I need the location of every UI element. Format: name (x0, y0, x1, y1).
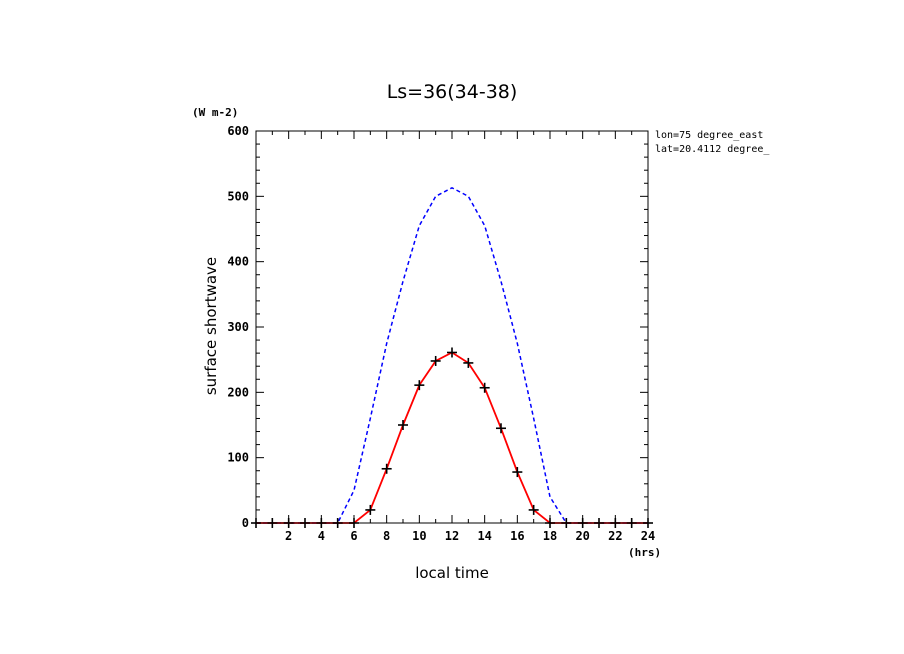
x-tick-label: 10 (412, 529, 426, 543)
x-tick-label: 24 (641, 529, 655, 543)
data-point-marker (447, 347, 457, 358)
data-point-marker (512, 467, 523, 478)
x-tick-label: 2 (285, 529, 292, 543)
y-unit-label: (W m-2) (192, 106, 238, 119)
y-tick-label: 600 (227, 124, 249, 138)
data-point-marker (479, 382, 490, 393)
y-tick-label: 400 (227, 255, 249, 269)
y-tick-label: 300 (227, 320, 249, 334)
series-line-solid (256, 351, 648, 524)
x-tick-label: 14 (477, 529, 491, 543)
data-point-marker (381, 463, 392, 474)
x-tick-label: 16 (510, 529, 524, 543)
chart-title: Ls=36(34-38) (387, 81, 518, 103)
data-point-marker (365, 504, 376, 515)
annotation-lat: lat=20.4112 degree_ (655, 144, 770, 155)
x-tick-label: 18 (543, 529, 557, 543)
data-point-marker (430, 355, 441, 366)
x-tick-label: 20 (575, 529, 589, 543)
plot-frame (255, 130, 649, 524)
y-tick-label: 500 (227, 189, 249, 203)
series-layer (251, 186, 653, 528)
y-tick-label: 0 (242, 516, 249, 530)
y-tick-label: 100 (227, 451, 249, 465)
data-point-marker (414, 380, 425, 391)
y-axis-label: surface shortwave (202, 257, 220, 395)
y-tick-label: 200 (227, 385, 249, 399)
annotation-lon: lon=75 degree_east (655, 130, 763, 141)
data-point-marker (528, 504, 539, 515)
x-tick-label: 8 (383, 529, 390, 543)
x-tick-label: 22 (608, 529, 622, 543)
data-point-marker (463, 357, 474, 368)
x-unit-label: (hrs) (628, 546, 661, 559)
x-tick-label: 4 (318, 529, 325, 543)
x-axis-label: local time (415, 564, 489, 582)
data-point-marker (496, 423, 506, 434)
x-tick-label: 6 (350, 529, 357, 543)
x-tick-label: 12 (445, 529, 459, 543)
data-point-marker (398, 420, 408, 430)
